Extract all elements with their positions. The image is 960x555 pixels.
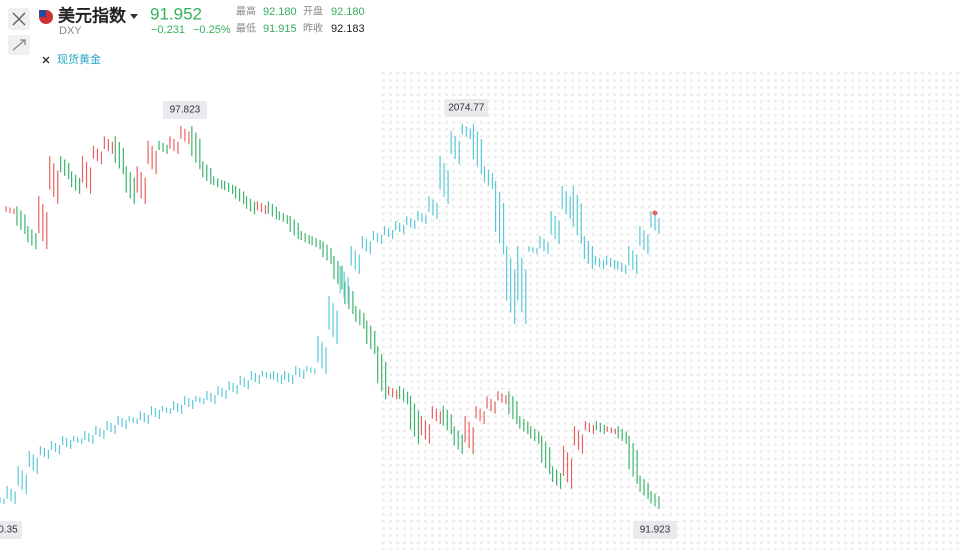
stat-label: 昨收 (303, 22, 323, 35)
stat-label: 最高 (236, 5, 256, 18)
price-label: 1170.35 (0, 525, 18, 536)
pin-icon (12, 39, 26, 51)
price-label: 91.923 (640, 525, 671, 536)
stat-value: 92.183 (331, 23, 365, 35)
stat-value: 92.180 (263, 6, 297, 18)
stat-label: 最低 (236, 22, 256, 35)
stat-value: 92.180 (331, 6, 365, 18)
dropdown-arrow[interactable] (130, 14, 138, 19)
stat-value: 91.915 (263, 23, 297, 35)
price-label: 2074.77 (448, 103, 485, 114)
price-label-bg (633, 521, 677, 539)
price-label-bg (444, 99, 489, 117)
symbol-name[interactable]: 美元指数 (58, 5, 127, 25)
price-label-bg (162, 101, 207, 119)
overlay-name[interactable]: 现货黄金 (57, 52, 101, 66)
remove-overlay[interactable] (42, 56, 50, 64)
price-label-bg (0, 521, 22, 539)
close-icon (12, 12, 26, 26)
symbol-code: DXY (59, 25, 82, 37)
price-label: 97.823 (170, 105, 201, 116)
flag-canton (39, 10, 46, 17)
last-point (652, 210, 658, 216)
map-background (380, 70, 960, 550)
change-pct: −0.25% (193, 24, 231, 36)
change: −0.231 (151, 24, 185, 36)
price: 91.952 (150, 4, 202, 23)
stat-label: 开盘 (303, 5, 323, 18)
